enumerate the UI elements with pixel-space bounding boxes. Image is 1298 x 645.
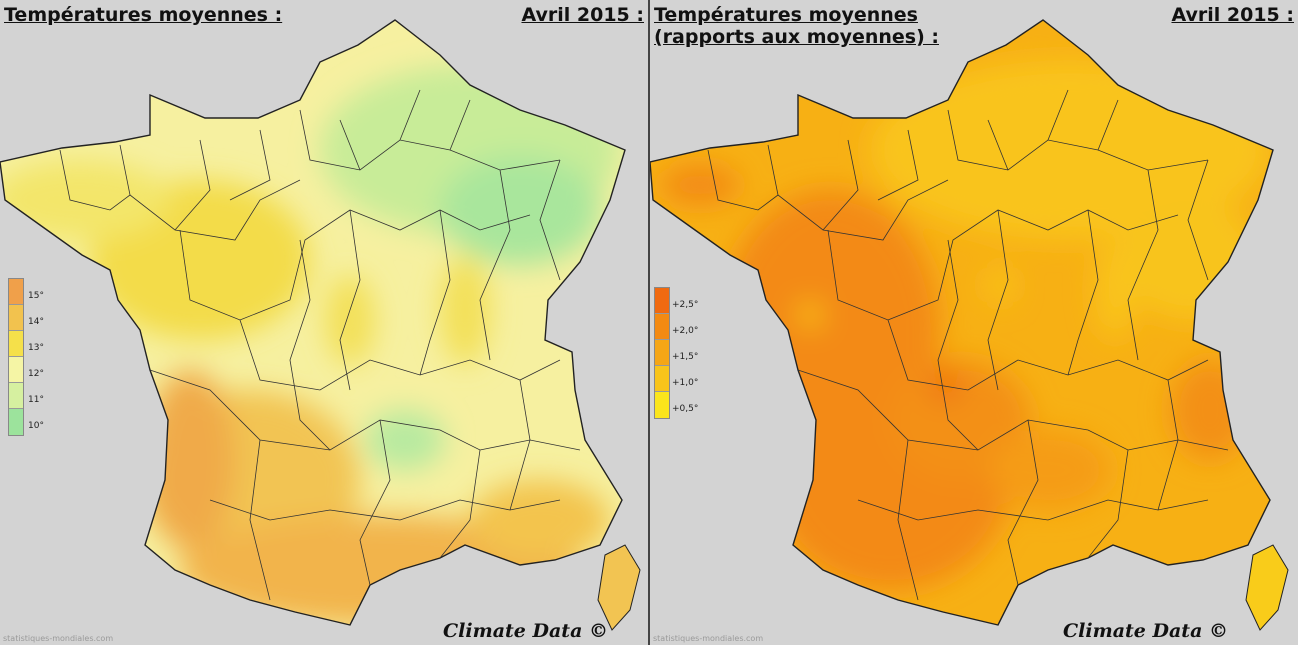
map-title-line1: Températures moyennes bbox=[654, 4, 918, 26]
department-borders bbox=[707, 89, 1229, 601]
legend-label: 14° bbox=[28, 317, 44, 327]
source-text: statistiques-mondiales.com bbox=[653, 634, 764, 643]
legend-swatch bbox=[9, 409, 23, 435]
map-title: Températures moyennes (rapports aux moye… bbox=[654, 4, 939, 48]
legend-label: +0,5° bbox=[672, 404, 699, 414]
anomaly-fill bbox=[650, 20, 1273, 625]
department-borders bbox=[59, 89, 581, 601]
map-date: Avril 2015 : bbox=[521, 4, 644, 26]
france-anomaly-map bbox=[650, 19, 1289, 631]
corsica-shape bbox=[1245, 544, 1289, 631]
map-panel-absolute: Températures moyennes : Avril 2015 : 15°… bbox=[0, 0, 648, 645]
legend-label: +2,5° bbox=[672, 300, 699, 310]
legend-swatch bbox=[655, 288, 669, 314]
legend-swatch bbox=[655, 314, 669, 340]
legend-swatch bbox=[9, 357, 23, 383]
legend-swatch bbox=[9, 279, 23, 305]
legend-label: 13° bbox=[28, 343, 44, 353]
legend-swatch bbox=[655, 366, 669, 392]
corsica-shape bbox=[597, 544, 641, 631]
credit-text: Climate Data © bbox=[1063, 620, 1228, 642]
legend-swatch bbox=[655, 392, 669, 418]
legend-label: 11° bbox=[28, 395, 44, 405]
map-title: Températures moyennes : bbox=[4, 4, 283, 26]
legend-swatch bbox=[9, 305, 23, 331]
legend-swatch bbox=[9, 331, 23, 357]
legend-label: +1,5° bbox=[672, 352, 699, 362]
france-temperature-map bbox=[0, 19, 641, 631]
map-date: Avril 2015 : bbox=[1171, 4, 1294, 26]
legend-label: 10° bbox=[28, 421, 44, 431]
legend-swatch bbox=[655, 340, 669, 366]
source-text: statistiques-mondiales.com bbox=[3, 634, 114, 643]
legend-label: 12° bbox=[28, 369, 44, 379]
temperature-fill bbox=[0, 20, 625, 625]
temperature-legend bbox=[8, 278, 24, 436]
legend-label: +1,0° bbox=[672, 378, 699, 388]
legend-label: +2,0° bbox=[672, 326, 699, 336]
legend-swatch bbox=[9, 383, 23, 409]
legend-label: 15° bbox=[28, 291, 44, 301]
credit-text: Climate Data © bbox=[443, 620, 608, 642]
map-panel-anomaly: Températures moyennes (rapports aux moye… bbox=[650, 0, 1298, 645]
anomaly-legend bbox=[654, 287, 670, 419]
panel-divider bbox=[648, 0, 650, 645]
map-title-line2: (rapports aux moyennes) : bbox=[654, 26, 939, 48]
